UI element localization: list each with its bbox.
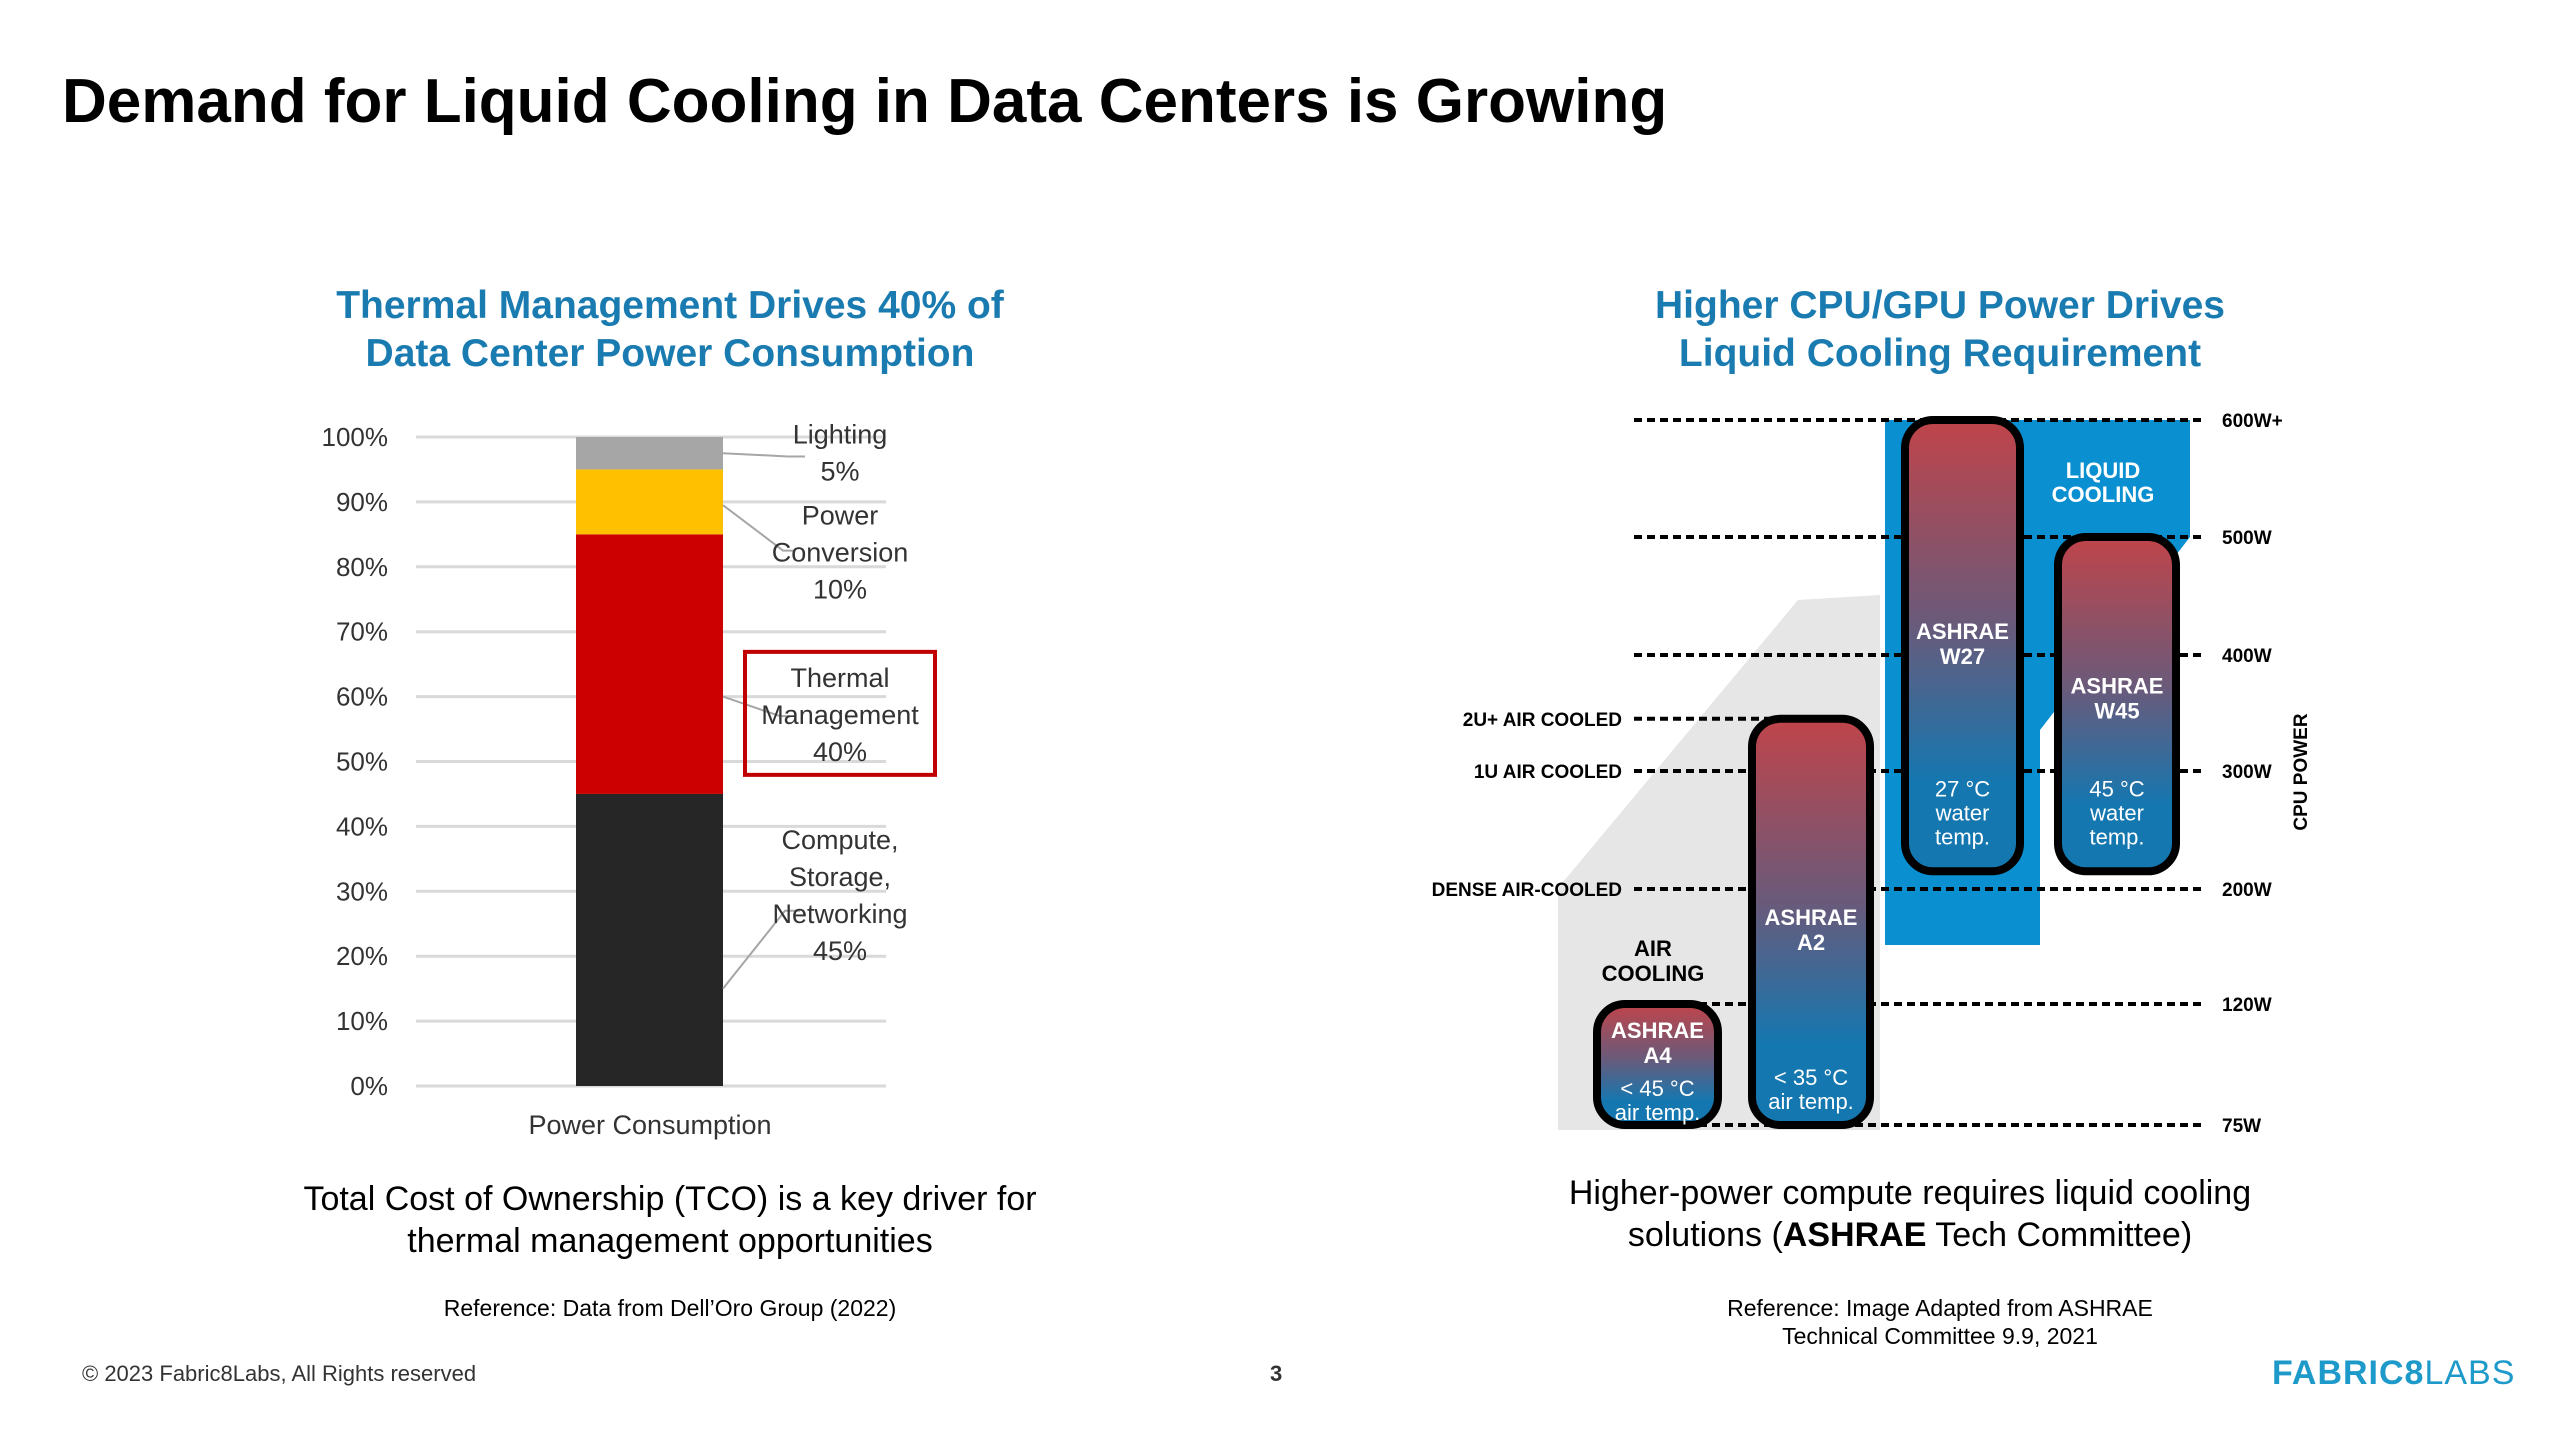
y-tick-label: 40% — [336, 811, 388, 841]
x-axis-label: Power Consumption — [528, 1110, 771, 1140]
power-level-label: 300W — [2222, 762, 2272, 783]
ashrae-class-temp: < 35 °C — [1774, 1065, 1848, 1090]
ashrae-class-title: A4 — [1643, 1043, 1672, 1068]
data-label: Management — [761, 700, 919, 730]
air-cooling-label: AIR — [1634, 936, 1672, 961]
ashrae-class-title: ASHRAE — [2071, 673, 2164, 698]
ashrae-class-temp: water — [1935, 800, 1990, 825]
ashrae-class-title: ASHRAE — [1611, 1018, 1704, 1043]
y-tick-label: 10% — [336, 1006, 388, 1036]
ashrae-class-title: ASHRAE — [1765, 905, 1858, 930]
y-axis-label: CPU POWER — [2291, 713, 2312, 830]
data-label: 45% — [813, 936, 867, 966]
data-label: Networking — [772, 899, 907, 929]
right-caption-line-1: Higher-power compute requires liquid coo… — [1568, 1174, 2252, 1212]
power-level-label: 500W — [2222, 528, 2272, 549]
y-tick-label: 0% — [350, 1071, 388, 1101]
bar-segment-thermal-management — [576, 534, 723, 794]
caption-text-pre: solutions ( — [1627, 1216, 1783, 1254]
data-label: 10% — [813, 575, 867, 605]
copyright-notice: © 2023 Fabric8Labs, All Rights reserved — [82, 1361, 477, 1386]
stacked-bar-chart: 0% 10% 20% 30% 40% 50% 60% 70% 80% 90% 100% Comput… — [322, 419, 937, 1140]
right-caption: Higher-power compute requires liquid coo… — [1470, 1172, 2350, 1256]
leader-line — [722, 695, 790, 718]
liquid-cooling-label: LIQUID — [2066, 458, 2141, 483]
logo-bold-part: FABRIC8 — [2272, 1354, 2425, 1392]
y-tick-label: 50% — [336, 747, 388, 777]
right-caption-line-2: solutions (ASHRAE Tech Committee) — [1470, 1214, 2350, 1256]
leader-line — [722, 909, 800, 990]
data-label: 40% — [813, 737, 867, 767]
logo-light-part: LABS — [2424, 1354, 2516, 1392]
leader-line — [722, 504, 793, 552]
left-caption: Total Cost of Ownership (TCO) is a key d… — [240, 1178, 1100, 1262]
page-number: 3 — [1270, 1361, 1283, 1386]
left-caption-line-2: thermal management opportunities — [407, 1222, 933, 1260]
left-title-line-2: Data Center Power Consumption — [365, 332, 975, 375]
caption-text-ashrae: ASHRAE — [1782, 1216, 1927, 1254]
data-label: Thermal — [790, 663, 889, 693]
server-class-label: 2U+ AIR COOLED — [1463, 710, 1622, 731]
left-section-title: Thermal Management Drives 40% of Data Ce… — [280, 282, 1060, 378]
ashrae-class-title: A2 — [1797, 930, 1825, 955]
ashrae-class-title: W27 — [1940, 644, 1985, 669]
server-class-label: 1U AIR COOLED — [1474, 762, 1622, 783]
y-tick-label: 100% — [322, 422, 389, 452]
bar-segment-compute-storage-networking — [576, 793, 723, 1086]
power-level-label: 400W — [2222, 646, 2272, 667]
ashrae-class-temp: 27 °C — [1935, 776, 1990, 801]
data-label: Storage, — [789, 862, 891, 892]
ashrae-class-temp: temp. — [1935, 824, 1990, 849]
ashrae-class-a4 — [1593, 1000, 1722, 1129]
bar-segment-lighting — [576, 437, 723, 470]
power-level-label: 75W — [2222, 1116, 2261, 1137]
ashrae-class-temp: 45 °C — [2089, 776, 2144, 801]
data-label: Compute, — [781, 825, 898, 855]
right-reference: Reference: Image Adapted from ASHRAE Tec… — [1560, 1294, 2320, 1350]
data-label: Lighting — [793, 419, 888, 449]
leader-line — [722, 452, 805, 458]
left-title-line-1: Thermal Management Drives 40% of — [336, 284, 1004, 327]
left-reference: Reference: Data from Dell’Oro Group (202… — [443, 1295, 897, 1321]
ashrae-class-title: ASHRAE — [1916, 619, 2009, 644]
data-label: Conversion — [772, 538, 909, 568]
ashrae-class-a2 — [1748, 714, 1874, 1129]
right-title-line-1: Higher CPU/GPU Power Drives — [1655, 284, 2225, 327]
ashrae-class-temp: air temp. — [1615, 1100, 1701, 1125]
ashrae-class-w45 — [2054, 533, 2180, 876]
highlight-box — [743, 649, 937, 777]
left-caption-line-1: Total Cost of Ownership (TCO) is a key d… — [303, 1180, 1037, 1218]
server-class-label: DENSE AIR-COOLED — [1432, 880, 1622, 901]
cpu-power-cooling-diagram: 75W 120W 200W 300W 400W 500W 600W+ DENSE AIR-CO… — [1432, 411, 2312, 1137]
y-tick-label: 30% — [336, 876, 388, 906]
fabric8labs-logo: FABRIC8LABS — [2272, 1354, 2515, 1393]
ashrae-class-w27 — [1901, 416, 2024, 876]
right-section-title: Higher CPU/GPU Power Drives Liquid Cooli… — [1560, 282, 2320, 378]
ashrae-class-temp: temp. — [2089, 824, 2144, 849]
caption-text-post: Tech Committee) — [1926, 1216, 2193, 1254]
y-tick-label: 60% — [336, 682, 388, 712]
y-tick-label: 20% — [336, 941, 388, 971]
air-cooling-label: COOLING — [1602, 961, 1705, 986]
ashrae-class-temp: water — [2089, 800, 2144, 825]
right-title-line-2: Liquid Cooling Requirement — [1678, 332, 2202, 375]
bar-segment-power-conversion — [576, 469, 723, 535]
data-label: 5% — [820, 456, 859, 486]
ashrae-class-temp: < 45 °C — [1620, 1076, 1694, 1101]
y-tick-label: 90% — [336, 487, 388, 517]
y-tick-label: 80% — [336, 552, 388, 582]
slide-title: Demand for Liquid Cooling in Data Center… — [62, 67, 1668, 136]
power-level-label: 600W+ — [2222, 411, 2283, 432]
ashrae-class-temp: air temp. — [1768, 1089, 1854, 1114]
right-reference-line-1: Reference: Image Adapted from ASHRAE — [1727, 1295, 2153, 1321]
power-level-label: 200W — [2222, 880, 2272, 901]
right-reference-line-2: Technical Committee 9.9, 2021 — [1782, 1323, 2098, 1349]
liquid-cooling-label: COOLING — [2052, 482, 2155, 507]
data-label: Power — [802, 501, 879, 531]
ashrae-class-title: W45 — [2094, 698, 2139, 723]
power-level-label: 120W — [2222, 995, 2272, 1016]
y-tick-label: 70% — [336, 617, 388, 647]
